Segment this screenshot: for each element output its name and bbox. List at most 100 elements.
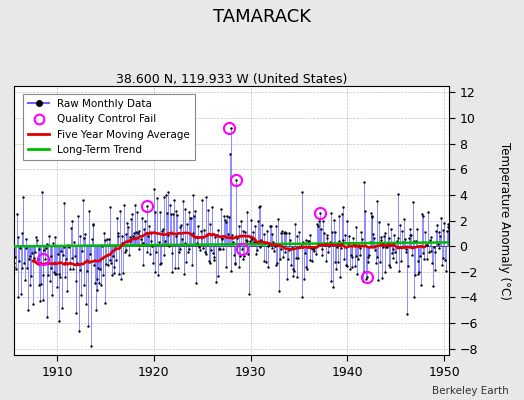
- Point: [135, 246, 144, 252]
- Point: [285, 247, 293, 254]
- Point: [104, 262, 112, 268]
- Point: [62, 255, 70, 262]
- Point: [119, 270, 127, 276]
- Title: 38.600 N, 119.933 W (United States): 38.600 N, 119.933 W (United States): [116, 73, 347, 86]
- Point: [30, 254, 39, 261]
- Point: [334, 237, 343, 244]
- Point: [108, 272, 116, 278]
- Point: [422, 242, 431, 248]
- Point: [97, 242, 106, 248]
- Point: [267, 231, 276, 238]
- Point: [215, 246, 223, 252]
- Point: [220, 213, 228, 219]
- Point: [77, 267, 85, 273]
- Point: [213, 226, 222, 233]
- Point: [62, 288, 71, 294]
- Point: [437, 215, 445, 222]
- Point: [306, 232, 314, 238]
- Point: [93, 276, 102, 282]
- Point: [283, 256, 292, 262]
- Point: [431, 249, 440, 256]
- Point: [385, 262, 394, 268]
- Point: [227, 125, 235, 132]
- Point: [392, 238, 401, 244]
- Point: [237, 246, 246, 252]
- Point: [50, 269, 58, 276]
- Point: [234, 264, 243, 270]
- Point: [335, 213, 344, 220]
- Point: [278, 228, 286, 235]
- Point: [343, 218, 352, 224]
- Point: [423, 256, 432, 262]
- Point: [366, 239, 374, 245]
- Point: [197, 228, 205, 235]
- Point: [121, 249, 129, 256]
- Point: [440, 220, 449, 226]
- Text: Berkeley Earth: Berkeley Earth: [432, 386, 508, 396]
- Point: [188, 262, 196, 268]
- Point: [285, 230, 293, 236]
- Point: [439, 254, 447, 261]
- Point: [255, 202, 264, 209]
- Point: [88, 236, 96, 242]
- Point: [379, 244, 387, 250]
- Point: [223, 213, 232, 220]
- Point: [41, 245, 50, 252]
- Point: [353, 270, 362, 277]
- Point: [138, 215, 146, 221]
- Point: [319, 218, 328, 224]
- Point: [302, 237, 311, 243]
- Point: [194, 223, 202, 230]
- Point: [231, 260, 239, 266]
- Point: [289, 273, 298, 280]
- Point: [257, 237, 265, 243]
- Point: [370, 235, 378, 241]
- Point: [38, 297, 47, 303]
- Point: [378, 275, 386, 282]
- Point: [17, 230, 26, 236]
- Point: [405, 234, 413, 241]
- Point: [192, 240, 201, 246]
- Point: [83, 322, 92, 329]
- Point: [66, 266, 74, 272]
- Point: [271, 243, 279, 249]
- Point: [21, 236, 30, 242]
- Point: [198, 197, 206, 204]
- Point: [358, 278, 367, 284]
- Point: [203, 231, 211, 238]
- Point: [361, 208, 369, 214]
- Point: [331, 228, 339, 235]
- Point: [150, 268, 159, 275]
- Point: [413, 258, 422, 264]
- Point: [42, 241, 51, 247]
- Point: [210, 254, 219, 260]
- Point: [92, 307, 100, 314]
- Point: [110, 264, 118, 270]
- Point: [51, 270, 60, 277]
- Point: [144, 232, 152, 239]
- Point: [396, 221, 404, 228]
- Point: [368, 213, 377, 220]
- Point: [241, 229, 249, 235]
- Point: [342, 262, 350, 268]
- Point: [214, 272, 223, 279]
- Point: [70, 239, 78, 245]
- Point: [300, 276, 308, 282]
- Point: [443, 228, 451, 234]
- Point: [280, 230, 288, 236]
- Point: [18, 265, 27, 271]
- Point: [297, 241, 305, 247]
- Point: [323, 232, 332, 238]
- Point: [304, 238, 313, 244]
- Point: [10, 264, 18, 271]
- Point: [370, 247, 379, 253]
- Point: [231, 261, 239, 267]
- Point: [352, 224, 360, 230]
- Point: [283, 276, 291, 282]
- Point: [200, 226, 208, 233]
- Point: [410, 238, 419, 244]
- Point: [374, 277, 383, 283]
- Point: [363, 274, 371, 280]
- Point: [69, 266, 78, 273]
- Point: [413, 226, 421, 232]
